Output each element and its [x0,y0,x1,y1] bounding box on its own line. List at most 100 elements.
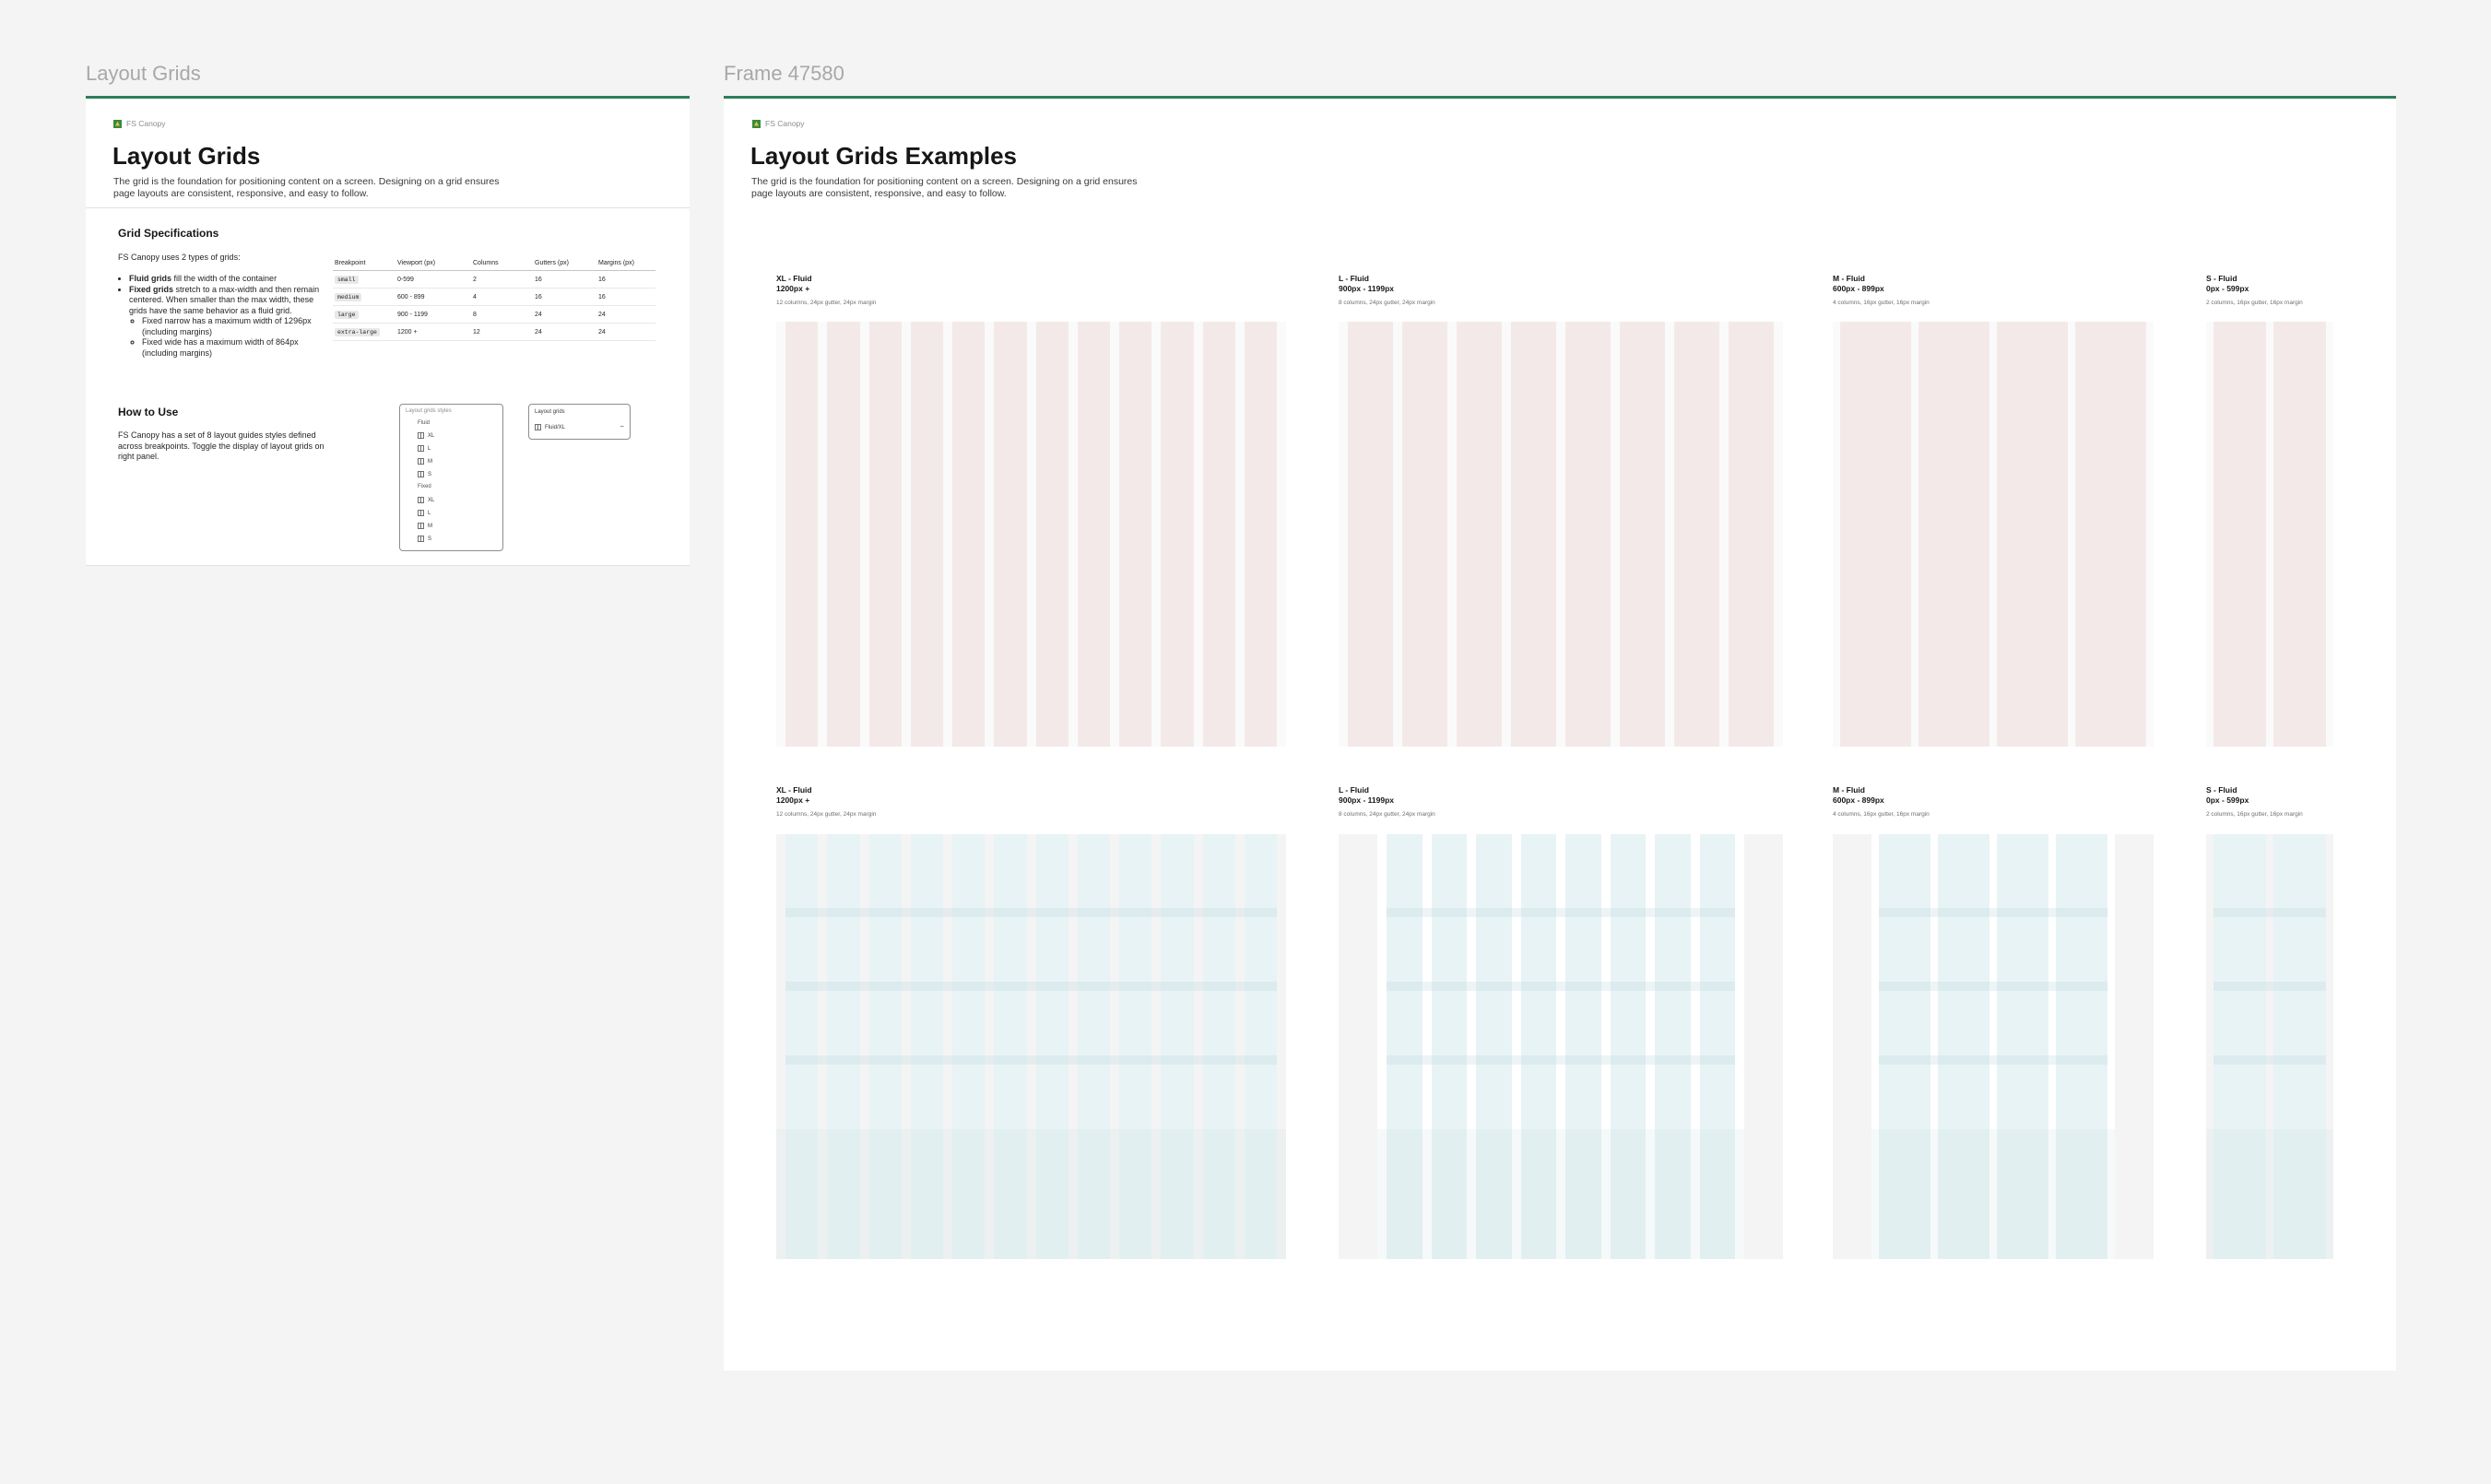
example-name: S - Fluid [2206,785,2237,795]
example-range: 900px - 1199px [1339,795,1395,805]
style-item-fixed-l[interactable]: L [418,510,431,516]
how-to-use-title: How to Use [118,406,179,418]
grid-icon [418,458,424,465]
example-title: M - Fluid 600px - 899px [1833,274,1884,294]
grid-column [1610,834,1646,1259]
grid-column [1244,322,1277,747]
grid-column [1077,834,1110,1259]
grid-column [1035,322,1068,747]
style-item-label: L [428,510,431,516]
example-name: XL - Fluid [776,274,812,283]
column-header: Margins (px) [596,257,655,271]
grid-column [827,322,860,747]
layout-grids-frame[interactable]: FS Canopy Layout Grids The grid is the f… [86,96,690,566]
grid-column [1202,322,1235,747]
style-item-fluid-m[interactable]: M [418,458,432,465]
gutters-cell: 24 [533,323,596,341]
grid-row-band [1879,982,2107,991]
layout-grids-examples-frame[interactable]: FS Canopy Layout Grids Examples The grid… [724,96,2396,1371]
columns-cell: 4 [471,288,533,306]
grid-column [1402,322,1447,747]
grid-column [2214,834,2266,1259]
breakpoint-cell: small [333,270,395,289]
viewport-cell: 600 - 899 [395,288,471,306]
grid-lower-shade [1377,1129,1744,1259]
style-item-label: XL [428,497,435,503]
gutters-cell: 16 [533,288,596,306]
grid-column [1077,322,1110,747]
grid-column [1729,322,1774,747]
grid-column [2273,834,2326,1259]
layout-grid-styles-panel[interactable]: Layout grids styles Fluid XL L M S Fixed… [399,404,503,551]
style-item-fluid-xl[interactable]: XL [418,432,434,439]
grid-column [2214,322,2266,747]
gutters-cell: 16 [533,270,596,289]
grid-column [1918,322,1989,747]
table-row: large 900 - 1199 8 24 24 [333,305,655,324]
breakpoint-chip: small [335,275,359,284]
grid-column [994,322,1027,747]
grid-row-band [1387,982,1735,991]
grid-column [1699,834,1735,1259]
grid-column [1161,322,1194,747]
example-title: L - Fluid 900px - 1199px [1339,274,1394,294]
grid-column [1565,322,1611,747]
grid-column [785,834,819,1259]
list-item: Fixed narrow has a maximum width of 1296… [142,316,321,337]
grid-preview [2206,322,2333,747]
breakpoint-chip: extra-large [335,327,380,336]
grid-row-band [1387,908,1735,917]
grid-icon [418,523,424,529]
example-range: 0px - 599px [2206,795,2249,805]
example-name: M - Fluid [1833,785,1865,795]
grid-types-intro: FS Canopy uses 2 types of grids: [118,253,241,262]
grid-preview [1339,834,1783,1259]
example-spec: 2 columns, 16px gutter, 16px margin [2206,300,2303,306]
grid-column [1244,834,1277,1259]
column-header: Viewport (px) [395,257,471,271]
fluid-grids-text: fill the width of the container [171,274,277,283]
frame-label-frame-47580[interactable]: Frame 47580 [724,62,844,85]
example-spec: 4 columns, 16px gutter, 16px margin [1833,300,1930,306]
grid-column [2075,322,2146,747]
style-item-label: XL [428,432,435,439]
style-item-fixed-m[interactable]: M [418,523,432,529]
column-header: Columns [471,257,533,271]
example-range: 1200px + [776,284,810,293]
style-item-fixed-xl[interactable]: XL [418,497,434,503]
grid-column [868,834,902,1259]
viewport-cell: 1200 + [395,323,471,341]
layout-grid-value[interactable]: Fluid/XL [535,424,565,430]
grid-column [1119,322,1152,747]
margins-cell: 16 [596,288,655,306]
gutters-cell: 24 [533,305,596,324]
grid-column [1520,834,1556,1259]
header-divider [86,207,690,208]
example-spec: 8 columns, 24px gutter, 24px margin [1339,300,1435,306]
example-range: 600px - 899px [1833,284,1884,293]
remove-grid-icon[interactable]: − [620,422,624,430]
grid-column [2056,834,2107,1259]
grid-row-band [1387,1055,1735,1065]
table-row: medium 600 - 899 4 16 16 [333,288,655,306]
style-item-fluid-s[interactable]: S [418,471,431,477]
example-range: 900px - 1199px [1339,284,1395,293]
brand-name: FS Canopy [126,119,166,128]
example-title: XL - Fluid 1200px + [776,274,812,294]
grid-column [910,322,943,747]
grid-row-band [785,1055,1277,1065]
grid-preview [2206,834,2333,1259]
table-header-row: Breakpoint Viewport (px) Columns Gutters… [333,257,655,271]
frame-label-layout-grids[interactable]: Layout Grids [86,62,201,85]
example-spec: 8 columns, 24px gutter, 24px margin [1339,811,1435,818]
style-item-fixed-s[interactable]: S [418,536,431,542]
example-range: 600px - 899px [1833,795,1884,805]
grid-icon [418,432,424,439]
breakpoint-cell: extra-large [333,323,395,341]
grid-icon [418,536,424,542]
layout-grid-panel[interactable]: Layout grids Fluid/XL − [528,404,631,440]
style-item-fluid-l[interactable]: L [418,445,431,452]
columns-cell: 12 [471,323,533,341]
description-line-1: The grid is the foundation for positioni… [113,176,500,187]
grid-row-band [1879,908,2107,917]
